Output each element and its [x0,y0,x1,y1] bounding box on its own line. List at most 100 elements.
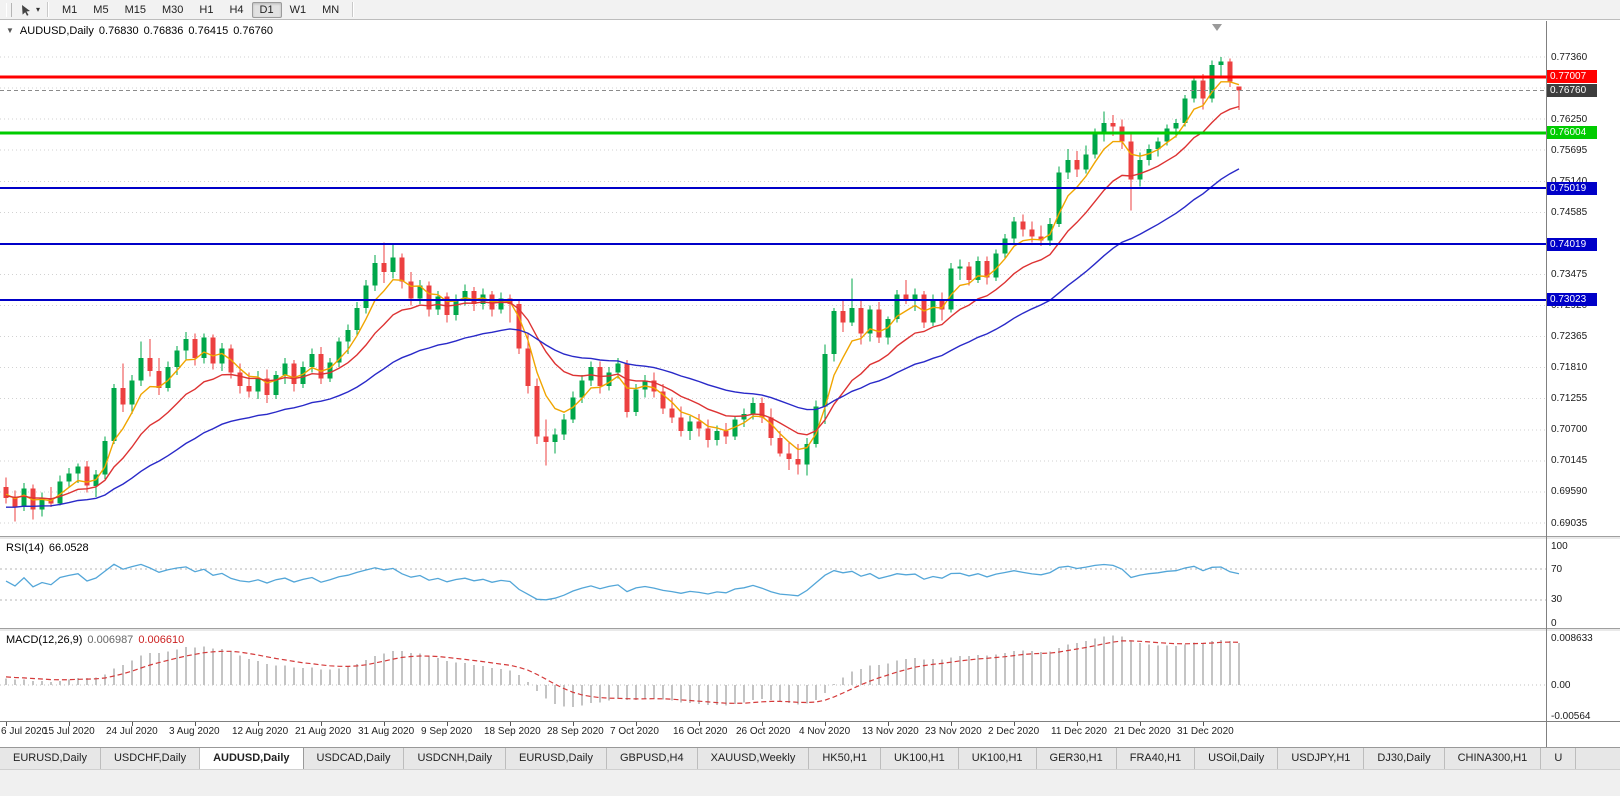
chart-tab-9-uk100-h1[interactable]: UK100,H1 [880,748,959,769]
toolbar-grip[interactable] [6,2,12,17]
price-axis-label: 0.75695 [1551,144,1588,156]
chart-tab-7-xauusd-weekly[interactable]: XAUUSD,Weekly [697,748,810,769]
price-axis-label: 0.70700 [1551,424,1588,436]
date-axis-label: 31 Dec 2020 [1177,726,1234,737]
rsi-value: 66.0528 [48,542,89,554]
date-axis-tick [6,722,7,726]
chart-tab-2-audusd-daily[interactable]: AUDUSD,Daily [200,748,304,769]
hline-price-tag: 0.77007 [1547,70,1597,84]
chart-shift-marker[interactable] [1212,24,1222,31]
price-axis-label: 0.74585 [1551,206,1588,218]
macd-indicator-label: MACD(12,26,9) 0.006987 0.006610 [6,634,184,646]
hline-price-tag: 0.74019 [1547,237,1597,251]
chart-tab-13-usoil-daily[interactable]: USOil,Daily [1195,748,1279,769]
date-axis-label: 16 Oct 2020 [673,726,728,737]
date-axis-label: 11 Dec 2020 [1051,726,1107,737]
ohlc-close: 0.76760 [233,25,273,37]
rsi-axis-label: 70 [1551,563,1563,575]
price-axis-label: 0.71255 [1551,393,1588,405]
date-axis-label: 23 Nov 2020 [925,726,982,737]
date-axis-label: 2 Dec 2020 [988,726,1040,737]
chart-tab-bar: EURUSD,Daily USDCHF,Daily AUDUSD,Daily USDC… [0,747,1620,769]
price-axis-label: 0.72365 [1551,331,1588,343]
timeframe-button-mn[interactable]: MN [322,3,340,16]
price-axis-label: 0.70145 [1551,455,1588,467]
chart-tab-11-ger30-h1[interactable]: GER30,H1 [1036,748,1117,769]
timeframe-button-m5[interactable]: M5 [93,3,109,16]
date-axis-label: 4 Nov 2020 [799,726,851,737]
pointer-arrow-icon [22,4,30,16]
price-axis-label: 0.69590 [1551,486,1588,498]
chart-tab-6-gbpusd-h4[interactable]: GBPUSD,H4 [607,748,698,769]
date-axis-tick [1203,722,1204,726]
chart-tab-0-eurusd-daily[interactable]: EURUSD,Daily [0,748,101,769]
chart-pointer-icon[interactable] [16,2,36,18]
price-axis-label: 0.69035 [1551,517,1588,529]
toolbar-separator [352,2,355,17]
price-axis-border [1546,21,1547,747]
timeframe-button-m1[interactable]: M1 [62,3,78,16]
date-axis-tick [888,722,889,726]
macd-signal-value: 0.006610 [138,634,185,646]
date-axis-tick [132,722,133,726]
date-axis-label: 7 Oct 2020 [610,726,659,737]
hline-price-tag: 0.75019 [1547,181,1597,195]
price-axis-label: 0.77360 [1551,51,1588,63]
date-axis-label: 21 Dec 2020 [1114,726,1171,737]
macd-axis-label: 0.008633 [1551,632,1593,644]
chart-tab-3-usdcad-daily[interactable]: USDCAD,Daily [303,748,405,769]
timeframe-button-w1[interactable]: W1 [289,3,307,16]
date-axis-tick [762,722,763,726]
pane-separator[interactable] [0,628,1620,631]
rsi-axis-label: 30 [1551,594,1563,606]
timeframe-button-d1[interactable]: D1 [251,1,282,18]
pane-separator[interactable] [0,536,1620,539]
price-axis-label: 0.75140 [1551,176,1587,187]
date-axis-tick [636,722,637,726]
chart-tab-10-uk100-h1[interactable]: UK100,H1 [958,748,1037,769]
date-axis-label: 3 Aug 2020 [169,726,220,737]
symbol-timeframe-label: AUDUSD,Daily [19,25,94,37]
date-axis-label: 21 Aug 2020 [295,726,352,737]
date-axis-tick [1140,722,1141,726]
chart-tab-1-usdchf-daily[interactable]: USDCHF,Daily [100,748,201,769]
date-axis-tick [69,722,70,726]
date-axis-label: 26 Oct 2020 [736,726,791,737]
dropdown-caret-icon[interactable]: ▾ [36,5,41,14]
timeframe-button-m30[interactable]: M30 [161,3,184,16]
rsi-axis-label: 0 [1551,617,1557,629]
collapse-arrow-icon[interactable]: ▼ [6,26,14,35]
rsi-pane-canvas[interactable] [0,539,1546,628]
rsi-axis-label: 100 [1551,540,1568,552]
chart-tab-14-usdjpy-h1[interactable]: USDJPY,H1 [1278,748,1365,769]
toolbar-separator [47,2,50,17]
timeframe-button-h4[interactable]: H4 [229,3,244,16]
timeframes-toolbar: ▾ M1 M5 M15 M30 H1 H4 D1 W1 MN [0,0,1620,20]
macd-pane-canvas[interactable] [0,631,1546,721]
timeframe-button-m15[interactable]: M15 [124,3,146,16]
chart-tab-15-dj30-daily[interactable]: DJ30,Daily [1364,748,1445,769]
chart-tab-4-usdcnh-daily[interactable]: USDCNH,Daily [404,748,507,769]
timeframe-button-h1[interactable]: H1 [199,3,214,16]
chart-tab-17-u[interactable]: U [1541,748,1577,769]
chart-tab-12-fra40-h1[interactable]: FRA40,H1 [1116,748,1196,769]
date-axis-tick [321,722,322,726]
chart-tab-16-china300-h1[interactable]: CHINA300,H1 [1444,748,1542,769]
date-axis-label: 18 Sep 2020 [484,726,541,737]
chart-tab-8-hk50-h1[interactable]: HK50,H1 [809,748,881,769]
price-axis-label: 0.73475 [1551,268,1588,280]
rsi-name: RSI(14) [6,542,44,554]
price-pane-canvas[interactable] [0,21,1546,536]
ohlc-high: 0.76836 [143,25,184,37]
ohlc-open: 0.76830 [98,25,139,37]
date-axis-tick [195,722,196,726]
time-axis[interactable] [0,721,1620,747]
date-axis-tick [825,722,826,726]
date-axis-tick [258,722,259,726]
hline-price-tag: 0.73023 [1547,293,1597,307]
bid-price-tag: 0.76760 [1547,84,1597,98]
macd-name: MACD(12,26,9) [6,634,83,646]
chart-tab-5-eurusd-daily[interactable]: EURUSD,Daily [506,748,607,769]
date-axis-tick [699,722,700,726]
